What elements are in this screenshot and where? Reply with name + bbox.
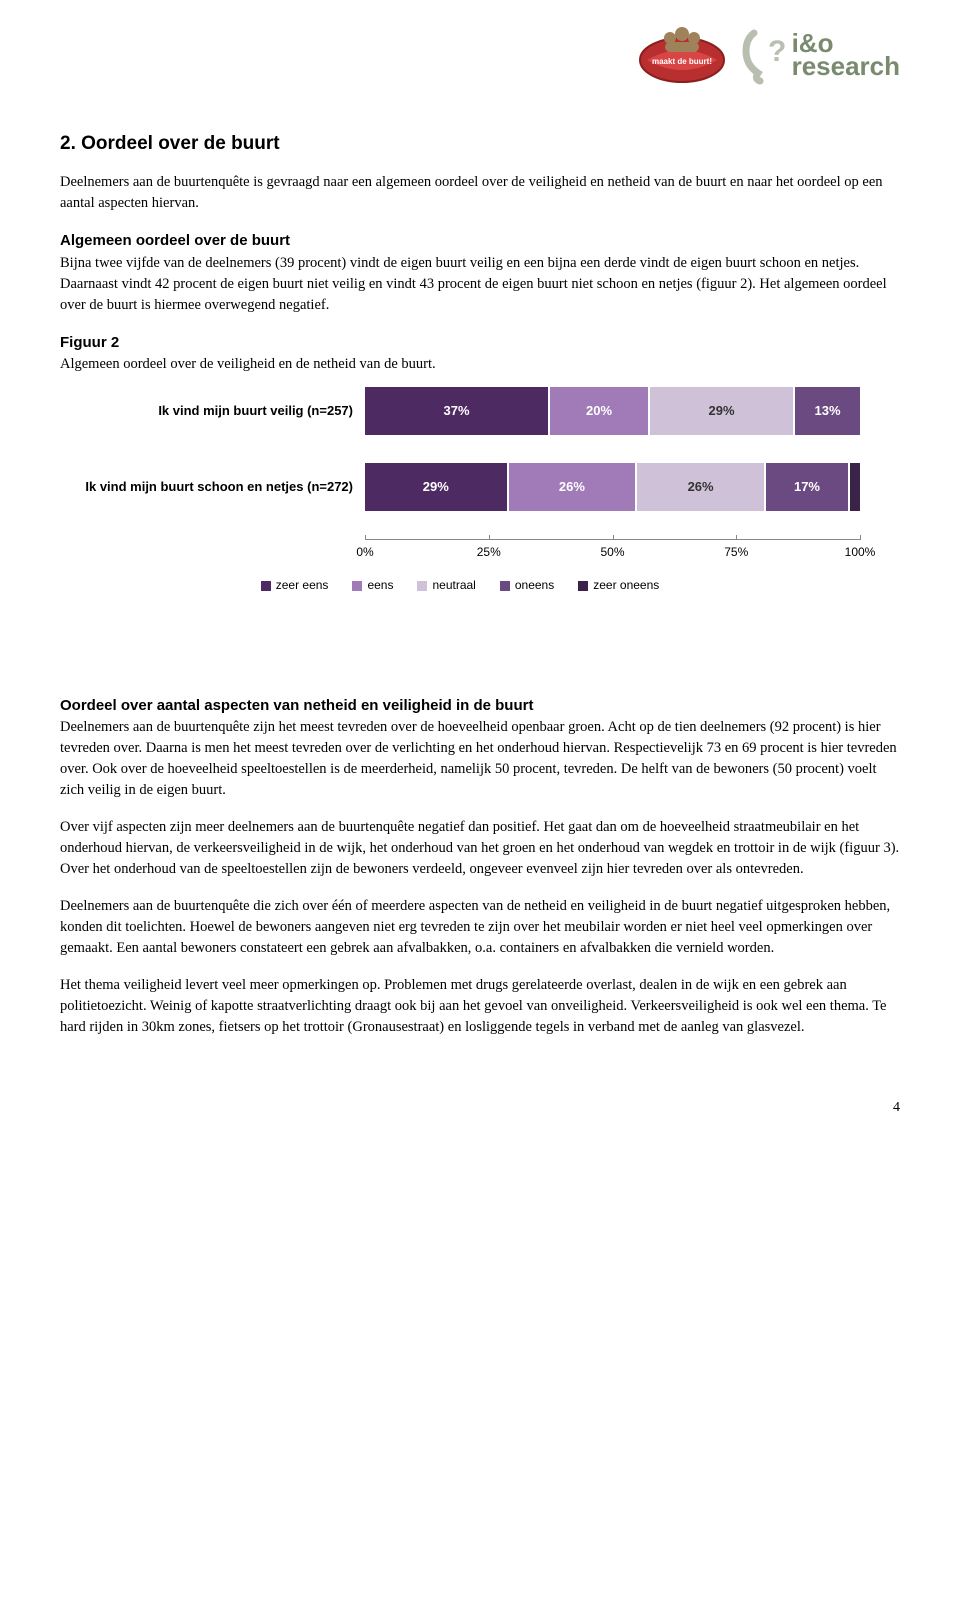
chart-row-label: Ik vind mijn buurt veilig (n=257) <box>60 402 365 421</box>
chart-segment: 29% <box>365 463 509 511</box>
legend-label: neutraal <box>432 577 475 594</box>
legend-item: neutraal <box>417 577 475 594</box>
logo-io-research: ? i&o research <box>742 25 900 85</box>
legend-swatch <box>578 581 588 591</box>
axis-tick-label: 25% <box>477 544 501 561</box>
sub1-text: Bijna twee vijfde van de deelnemers (39 … <box>60 253 900 316</box>
chart-bar: 37%20%29%13% <box>365 387 860 435</box>
chart-segment <box>850 463 860 511</box>
legend-label: zeer eens <box>276 577 329 594</box>
figure2-chart: Ik vind mijn buurt veilig (n=257)37%20%2… <box>60 387 860 594</box>
legend-swatch <box>352 581 362 591</box>
question-ear-icon: ? <box>742 25 786 85</box>
chart-segment: 26% <box>637 463 766 511</box>
paragraph-3: Over vijf aspecten zijn meer deelnemers … <box>60 817 900 880</box>
axis-tick-label: 50% <box>600 544 624 561</box>
legend-swatch <box>500 581 510 591</box>
logo-io-line2: research <box>792 55 900 78</box>
chart-row: Ik vind mijn buurt schoon en netjes (n=2… <box>60 463 860 511</box>
legend-item: oneens <box>500 577 554 594</box>
section-title: 2. Oordeel over de buurt <box>60 130 900 158</box>
chart-bar: 29%26%26%17% <box>365 463 860 511</box>
subheading-aspecten: Oordeel over aantal aspecten van netheid… <box>60 697 533 714</box>
axis-tick-label: 0% <box>356 544 373 561</box>
chart-segment: 37% <box>365 387 550 435</box>
sub2-text: Deelnemers aan de buurtenquête zijn het … <box>60 719 897 798</box>
svg-text:?: ? <box>768 35 786 68</box>
legend-swatch <box>261 581 271 591</box>
intro-paragraph: Deelnemers aan de buurtenquête is gevraa… <box>60 172 900 214</box>
axis-tick-label: 100% <box>845 544 876 561</box>
legend-swatch <box>417 581 427 591</box>
chart-row: Ik vind mijn buurt veilig (n=257)37%20%2… <box>60 387 860 435</box>
chart-segment: 26% <box>509 463 638 511</box>
legend-label: oneens <box>515 577 554 594</box>
legend-item: zeer eens <box>261 577 329 594</box>
legend-item: eens <box>352 577 393 594</box>
logo-badge: maakt de buurt! <box>632 20 732 90</box>
subheading-algemeen: Algemeen oordeel over de buurt <box>60 230 900 252</box>
legend-label: eens <box>367 577 393 594</box>
legend-item: zeer oneens <box>578 577 659 594</box>
chart-segment: 17% <box>766 463 850 511</box>
header-logos: maakt de buurt! ? i&o research <box>60 20 900 90</box>
page-number: 4 <box>60 1098 900 1118</box>
figure2-caption: Algemeen oordeel over de veiligheid en d… <box>60 354 900 375</box>
figure2-label: Figuur 2 <box>60 332 900 354</box>
legend-label: zeer oneens <box>593 577 659 594</box>
paragraph-5: Het thema veiligheid levert veel meer op… <box>60 975 900 1038</box>
sub2-block: Oordeel over aantal aspecten van netheid… <box>60 695 900 801</box>
chart-segment: 29% <box>650 387 795 435</box>
chart-row-label: Ik vind mijn buurt schoon en netjes (n=2… <box>60 478 365 497</box>
axis-tick-label: 75% <box>724 544 748 561</box>
chart-legend: zeer eens eens neutraal oneens zeer oneens <box>60 577 860 594</box>
chart-segment: 13% <box>795 387 860 435</box>
chart-segment: 20% <box>550 387 650 435</box>
logo-badge-text: maakt de buurt! <box>652 57 712 66</box>
paragraph-4: Deelnemers aan de buurtenquête die zich … <box>60 896 900 959</box>
